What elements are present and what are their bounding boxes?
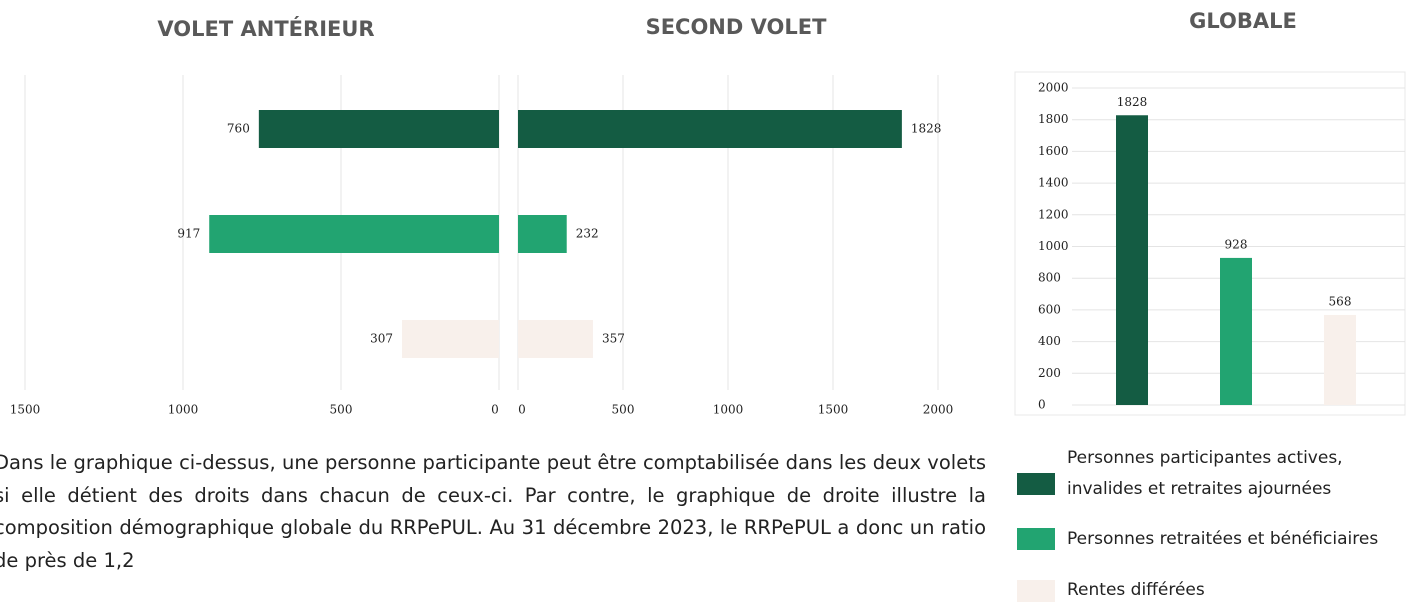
x-tick-label: 1000 [713, 403, 744, 417]
bar [1116, 115, 1148, 406]
y-tick-label: 1600 [1038, 144, 1069, 158]
x-tick-label: 0 [518, 403, 526, 417]
value-label: 307 [370, 332, 393, 346]
bar [209, 215, 499, 253]
value-label: 928 [1225, 237, 1248, 251]
y-tick-label: 1400 [1038, 176, 1069, 190]
value-label: 1828 [1117, 95, 1148, 109]
y-tick-label: 400 [1038, 334, 1061, 348]
value-label: 760 [227, 122, 250, 136]
bar [1324, 314, 1356, 405]
value-label: 568 [1329, 294, 1352, 308]
y-tick-label: 600 [1038, 302, 1061, 316]
value-label: 357 [602, 332, 625, 346]
y-tick-label: 1200 [1038, 207, 1069, 221]
y-tick-label: 1000 [1038, 239, 1069, 253]
bar [1220, 257, 1252, 405]
chart-title: GLOBALE [1189, 9, 1297, 33]
legend-label: Personnes participantes actives, invalid… [1067, 448, 1343, 499]
y-tick-label: 0 [1038, 398, 1046, 412]
legend-swatch [1017, 580, 1055, 602]
legend-label: Personnes retraitées et bénéficiaires [1067, 529, 1379, 549]
y-tick-label: 1800 [1038, 112, 1069, 126]
bar [401, 320, 499, 358]
y-tick-label: 800 [1038, 271, 1061, 285]
value-label: 232 [576, 227, 599, 241]
y-tick-label: 2000 [1038, 81, 1069, 95]
chart-title: VOLET ANTÉRIEUR [157, 16, 374, 41]
plot-frame [1014, 71, 1406, 416]
paragraph: Dans le graphique ci-dessus, une personn… [0, 451, 986, 572]
y-tick-label: 200 [1038, 366, 1061, 380]
x-tick-label: 1500 [818, 403, 849, 417]
bar [518, 110, 902, 148]
legend-swatch [1017, 473, 1055, 495]
x-tick-label: 500 [330, 403, 353, 417]
x-tick-label: 1000 [168, 403, 199, 417]
x-tick-label: 1500 [10, 403, 41, 417]
legend-label: Rentes différées [1067, 580, 1205, 600]
value-label: 1828 [911, 122, 942, 136]
x-tick-label: 2000 [923, 403, 954, 417]
x-tick-label: 0 [491, 403, 499, 417]
chart-title: SECOND VOLET [646, 15, 828, 39]
x-tick-label: 500 [612, 403, 635, 417]
legend-swatch [1017, 528, 1055, 550]
value-label: 917 [177, 227, 200, 241]
bar [518, 215, 567, 253]
bar [258, 110, 499, 148]
bar [518, 320, 593, 358]
